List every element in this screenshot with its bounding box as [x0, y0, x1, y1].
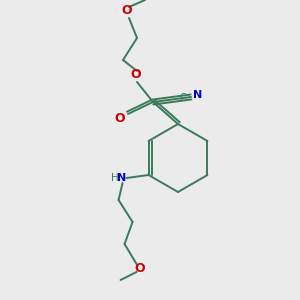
Text: N: N	[193, 90, 202, 100]
Text: N: N	[117, 173, 127, 183]
Text: O: O	[115, 112, 125, 125]
Text: H: H	[111, 173, 119, 183]
Text: O: O	[122, 4, 132, 17]
Text: O: O	[134, 262, 145, 275]
Text: O: O	[131, 68, 141, 82]
Text: C: C	[179, 93, 186, 103]
